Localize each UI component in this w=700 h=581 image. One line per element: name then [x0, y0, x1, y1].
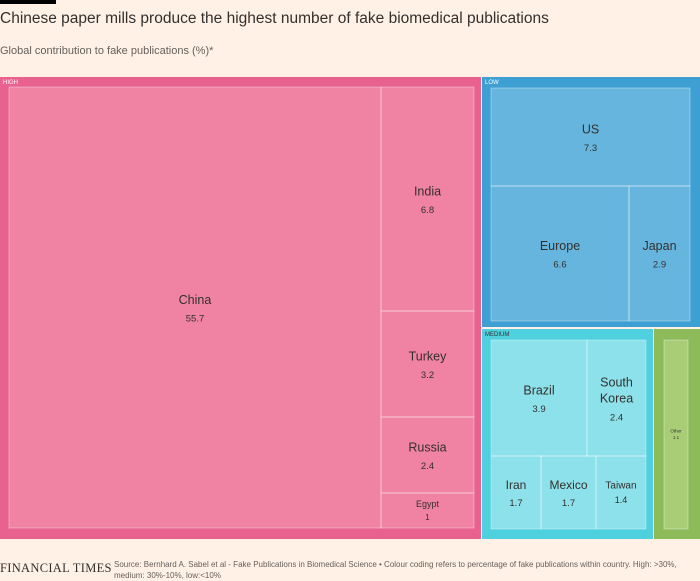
- cell-label-egypt: Egypt: [416, 499, 440, 509]
- cell-value-other: 1.1: [673, 435, 680, 440]
- cell-egypt: [380, 492, 475, 529]
- ft-top-bar: [0, 0, 56, 4]
- cell-russia: [380, 416, 475, 494]
- group-medium-area: [491, 340, 646, 529]
- cell-taiwan: [595, 455, 647, 530]
- cell-label-turkey: Turkey: [409, 349, 447, 363]
- cell-value-russia: 2.4: [421, 461, 434, 472]
- cell-value-turkey: 3.2: [421, 370, 434, 381]
- cell-label-south-korea-0: South: [600, 375, 633, 389]
- cell-label-other: Other: [670, 428, 682, 433]
- cell-turkey: [380, 310, 475, 418]
- cell-value-south-korea: 2.4: [610, 412, 623, 423]
- chart-title: Chinese paper mills produce the highest …: [0, 10, 549, 27]
- cell-label-japan: Japan: [642, 239, 676, 253]
- cell-label-brazil: Brazil: [523, 383, 554, 397]
- cell-label-russia: Russia: [408, 440, 446, 454]
- source-note: Source: Bernhard A. Sabel et al - Fake P…: [114, 560, 677, 580]
- cell-label-taiwan: Taiwan: [605, 481, 636, 492]
- cell-india: [380, 86, 475, 312]
- cell-label-mexico: Mexico: [549, 478, 587, 492]
- cell-brazil: [490, 339, 588, 457]
- cell-iran: [490, 455, 542, 530]
- cell-value-china: 55.7: [186, 314, 205, 325]
- cell-label-south-korea-1: Korea: [600, 392, 633, 406]
- cell-value-india: 6.8: [421, 205, 434, 216]
- group-label-low: LOW: [485, 80, 499, 86]
- cell-label-iran: Iran: [506, 478, 527, 492]
- cell-china: [8, 86, 382, 529]
- group-high-area: [9, 87, 474, 528]
- cell-south-korea: [586, 339, 647, 457]
- cell-value-mexico: 1.7: [562, 498, 575, 509]
- cell-value-japan: 2.9: [653, 260, 666, 271]
- cell-value-europe: 6.6: [553, 260, 566, 271]
- cell-japan: [628, 185, 691, 322]
- cell-us: [490, 87, 691, 187]
- chart-subtitle: Global contribution to fake publications…: [0, 45, 214, 57]
- cell-value-egypt: 1: [425, 513, 430, 522]
- cell-europe: [490, 185, 630, 322]
- group-low-area: [491, 88, 690, 321]
- cell-value-iran: 1.7: [509, 498, 522, 509]
- cell-label-us: US: [582, 122, 599, 136]
- cell-value-us: 7.3: [584, 143, 597, 154]
- cell-label-europe: Europe: [540, 239, 580, 253]
- cell-label-india: India: [414, 184, 441, 198]
- group-other-area: [664, 340, 688, 529]
- ft-logo: FINANCIAL TIMES: [0, 561, 112, 575]
- cell-value-taiwan: 1.4: [615, 495, 628, 505]
- group-label-medium: MEDIUM: [485, 332, 509, 338]
- cell-value-brazil: 3.9: [532, 404, 545, 415]
- cell-label-china: China: [179, 293, 212, 307]
- group-label-high: HIGH: [3, 80, 18, 86]
- cell-other: [663, 339, 689, 530]
- cell-mexico: [540, 455, 597, 530]
